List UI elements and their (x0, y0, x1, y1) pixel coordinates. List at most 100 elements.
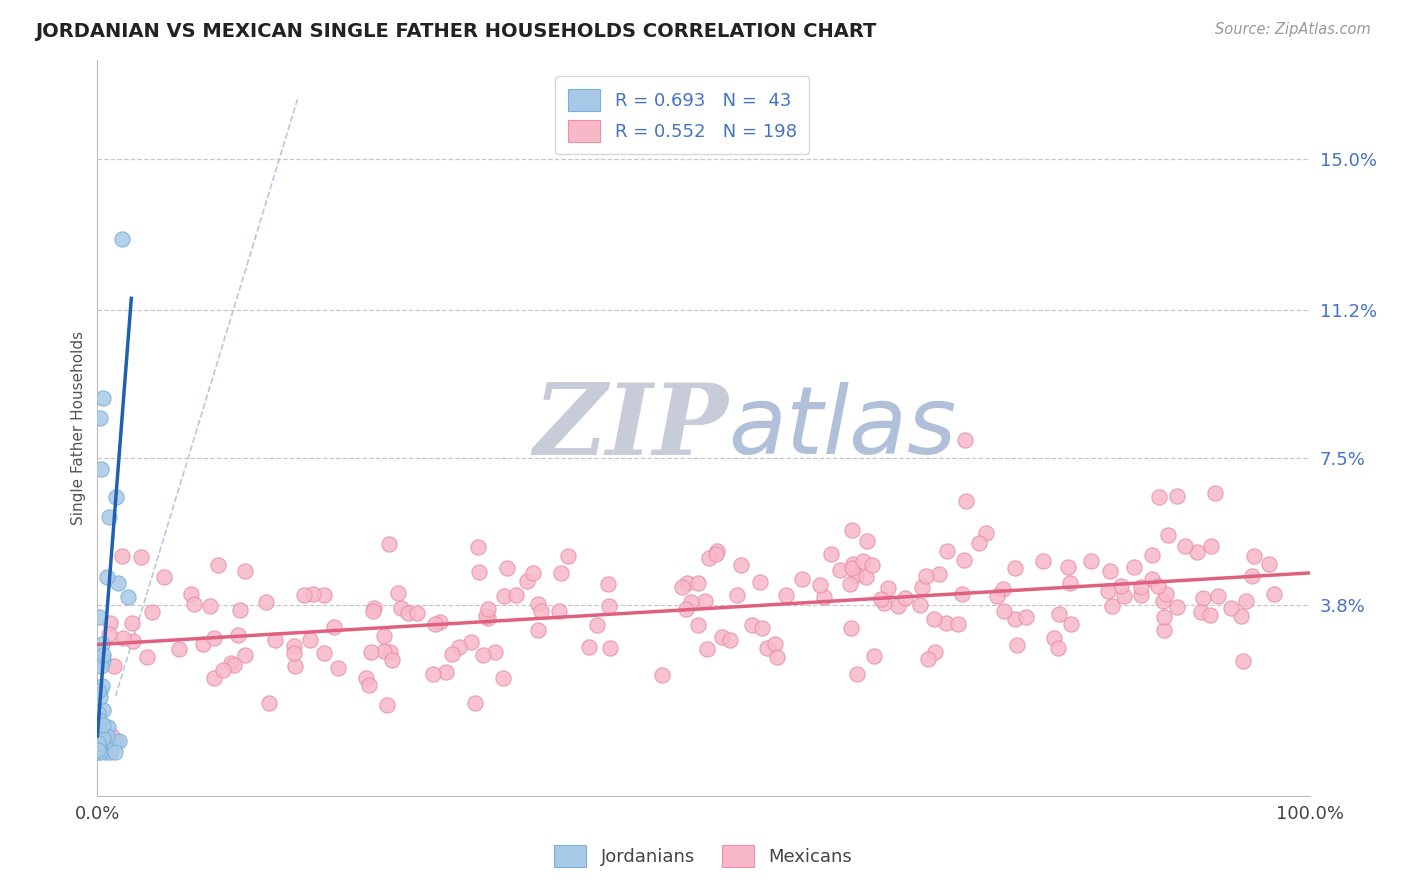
Point (104, 491, 127, 505)
Point (1101, 599, 1123, 613)
Point (706, 543, 728, 558)
Point (586, 618, 609, 632)
Point (202, 671, 225, 685)
Point (910, 580, 932, 594)
Point (830, 564, 852, 578)
Point (112, 632, 135, 646)
Point (87, 717, 110, 731)
Point (686, 618, 709, 632)
Point (1004, 612, 1026, 626)
Point (381, 653, 404, 667)
Point (704, 547, 727, 561)
Point (851, 553, 873, 567)
Point (91, 731, 114, 746)
Point (117, 590, 139, 604)
Point (696, 642, 718, 657)
Point (1185, 545, 1208, 559)
Point (928, 567, 950, 582)
Point (953, 552, 976, 566)
Point (841, 523, 863, 537)
Point (855, 534, 877, 549)
Point (934, 615, 956, 630)
Point (129, 549, 152, 564)
Point (1166, 600, 1188, 615)
Point (254, 595, 277, 609)
Legend: R = 0.693   N =  43, R = 0.552   N = 198: R = 0.693 N = 43, R = 0.552 N = 198 (555, 76, 810, 154)
Point (1157, 528, 1180, 542)
Point (1109, 579, 1132, 593)
Point (693, 594, 716, 608)
Point (91, 718, 114, 732)
Point (1004, 560, 1026, 574)
Point (986, 589, 1008, 603)
Point (229, 603, 252, 617)
Point (440, 647, 463, 661)
Point (87, 722, 110, 736)
Point (494, 589, 516, 603)
Point (425, 616, 447, 631)
Point (361, 604, 384, 618)
Point (283, 646, 305, 660)
Point (557, 549, 579, 563)
Point (751, 621, 773, 635)
Point (93, 391, 115, 405)
Point (863, 649, 886, 664)
Point (357, 677, 380, 691)
Point (741, 617, 763, 632)
Point (292, 588, 315, 602)
Point (90, 733, 112, 747)
Point (96, 570, 118, 584)
Point (686, 575, 709, 590)
Point (675, 602, 697, 616)
Point (207, 558, 229, 572)
Point (111, 549, 134, 563)
Point (375, 698, 398, 713)
Point (1097, 584, 1119, 599)
Point (877, 581, 900, 595)
Point (1042, 632, 1064, 646)
Point (1208, 589, 1230, 603)
Point (550, 566, 572, 581)
Point (870, 592, 893, 607)
Point (87, 736, 110, 750)
Point (87, 726, 110, 740)
Point (1056, 559, 1078, 574)
Point (946, 617, 969, 632)
Point (993, 604, 1015, 618)
Point (790, 572, 813, 586)
Point (180, 587, 202, 601)
Point (718, 632, 741, 647)
Point (91, 703, 114, 717)
Point (495, 561, 517, 575)
Point (136, 649, 159, 664)
Point (94, 745, 117, 759)
Point (1059, 576, 1081, 591)
Point (651, 668, 673, 682)
Point (1189, 605, 1212, 619)
Point (955, 433, 977, 447)
Point (183, 598, 205, 612)
Point (763, 637, 786, 651)
Point (323, 620, 346, 634)
Point (87, 706, 110, 720)
Point (449, 640, 471, 654)
Point (1080, 554, 1102, 568)
Point (89, 690, 111, 704)
Point (167, 642, 190, 657)
Point (301, 587, 323, 601)
Point (87, 743, 110, 757)
Point (1234, 593, 1257, 607)
Point (491, 671, 513, 685)
Point (389, 601, 412, 615)
Point (429, 615, 451, 629)
Point (1232, 654, 1254, 668)
Point (141, 605, 163, 619)
Point (841, 561, 863, 575)
Point (378, 645, 401, 659)
Point (202, 632, 225, 646)
Point (98, 627, 121, 641)
Point (233, 564, 256, 578)
Point (766, 649, 789, 664)
Point (1005, 638, 1028, 652)
Point (1047, 607, 1070, 621)
